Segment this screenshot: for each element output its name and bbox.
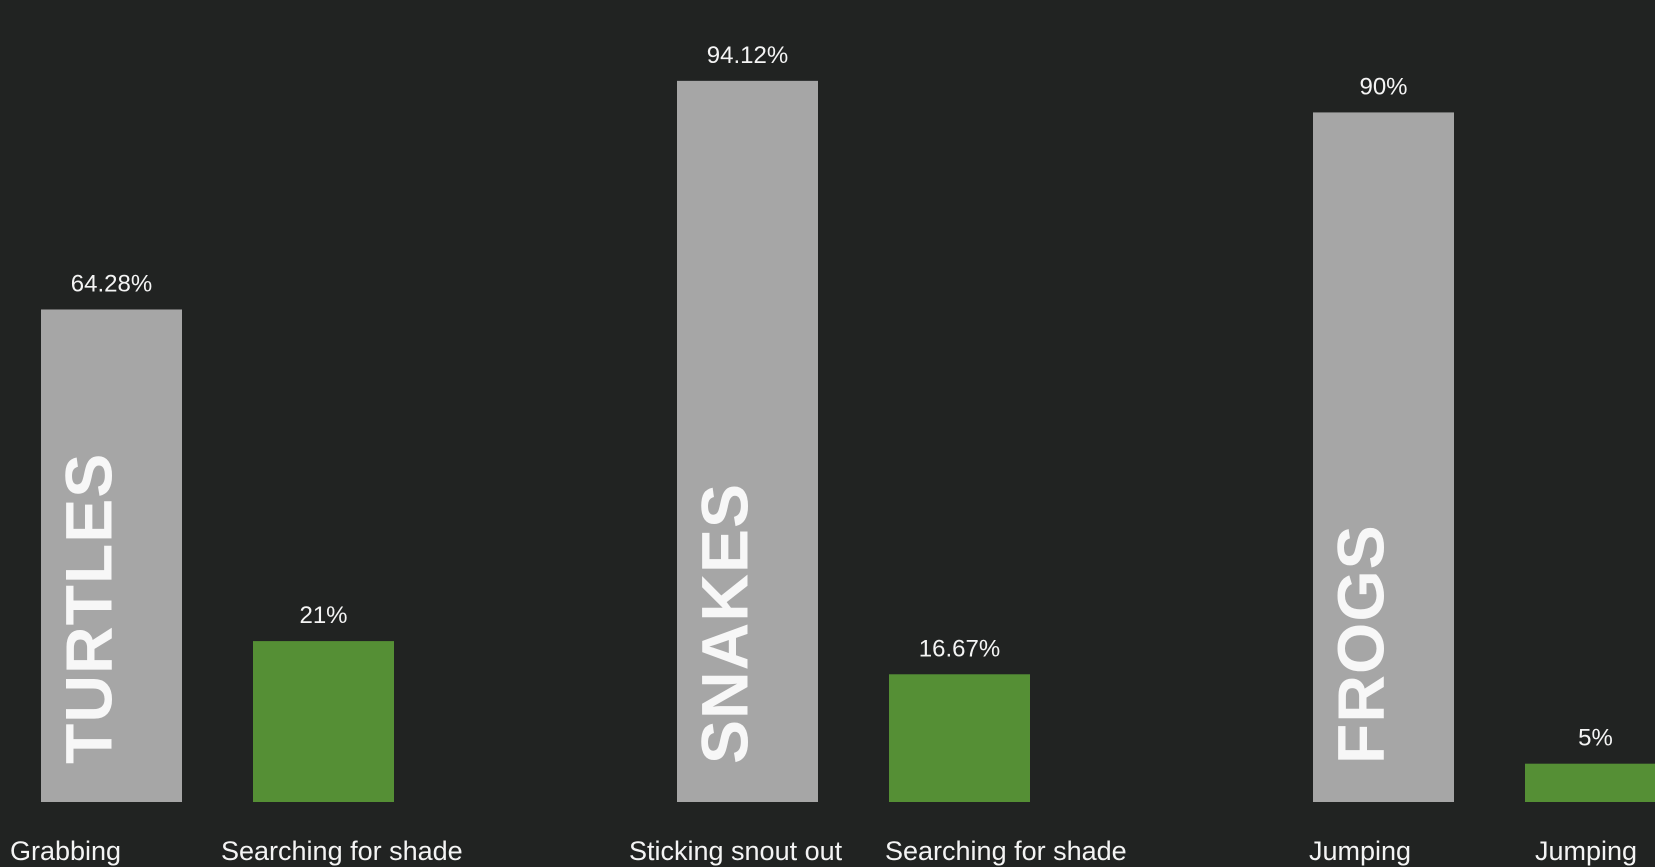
x-tick-label: Jumping (1309, 836, 1411, 866)
x-tick-label: Searching for shade (221, 836, 463, 866)
data-label: 94.12% (707, 42, 788, 69)
data-label: 21% (299, 602, 347, 629)
data-label: 16.67% (919, 635, 1000, 662)
data-label: 5% (1578, 725, 1613, 752)
bar-secondary (253, 641, 394, 802)
group-label: FROGS (1324, 524, 1398, 764)
x-tick-label: Sticking snout out (629, 836, 843, 866)
group-label: SNAKES (688, 483, 762, 764)
data-label: 90% (1359, 73, 1407, 100)
x-tick-label: Searching for shade (885, 836, 1127, 866)
group-label: TURTLES (52, 453, 126, 764)
data-label: 64.28% (71, 270, 152, 297)
bar-secondary (889, 674, 1030, 802)
x-tick-label: Jumping (1535, 836, 1637, 866)
x-tick-label: Grabbing (10, 836, 121, 866)
bar-secondary (1525, 764, 1655, 802)
